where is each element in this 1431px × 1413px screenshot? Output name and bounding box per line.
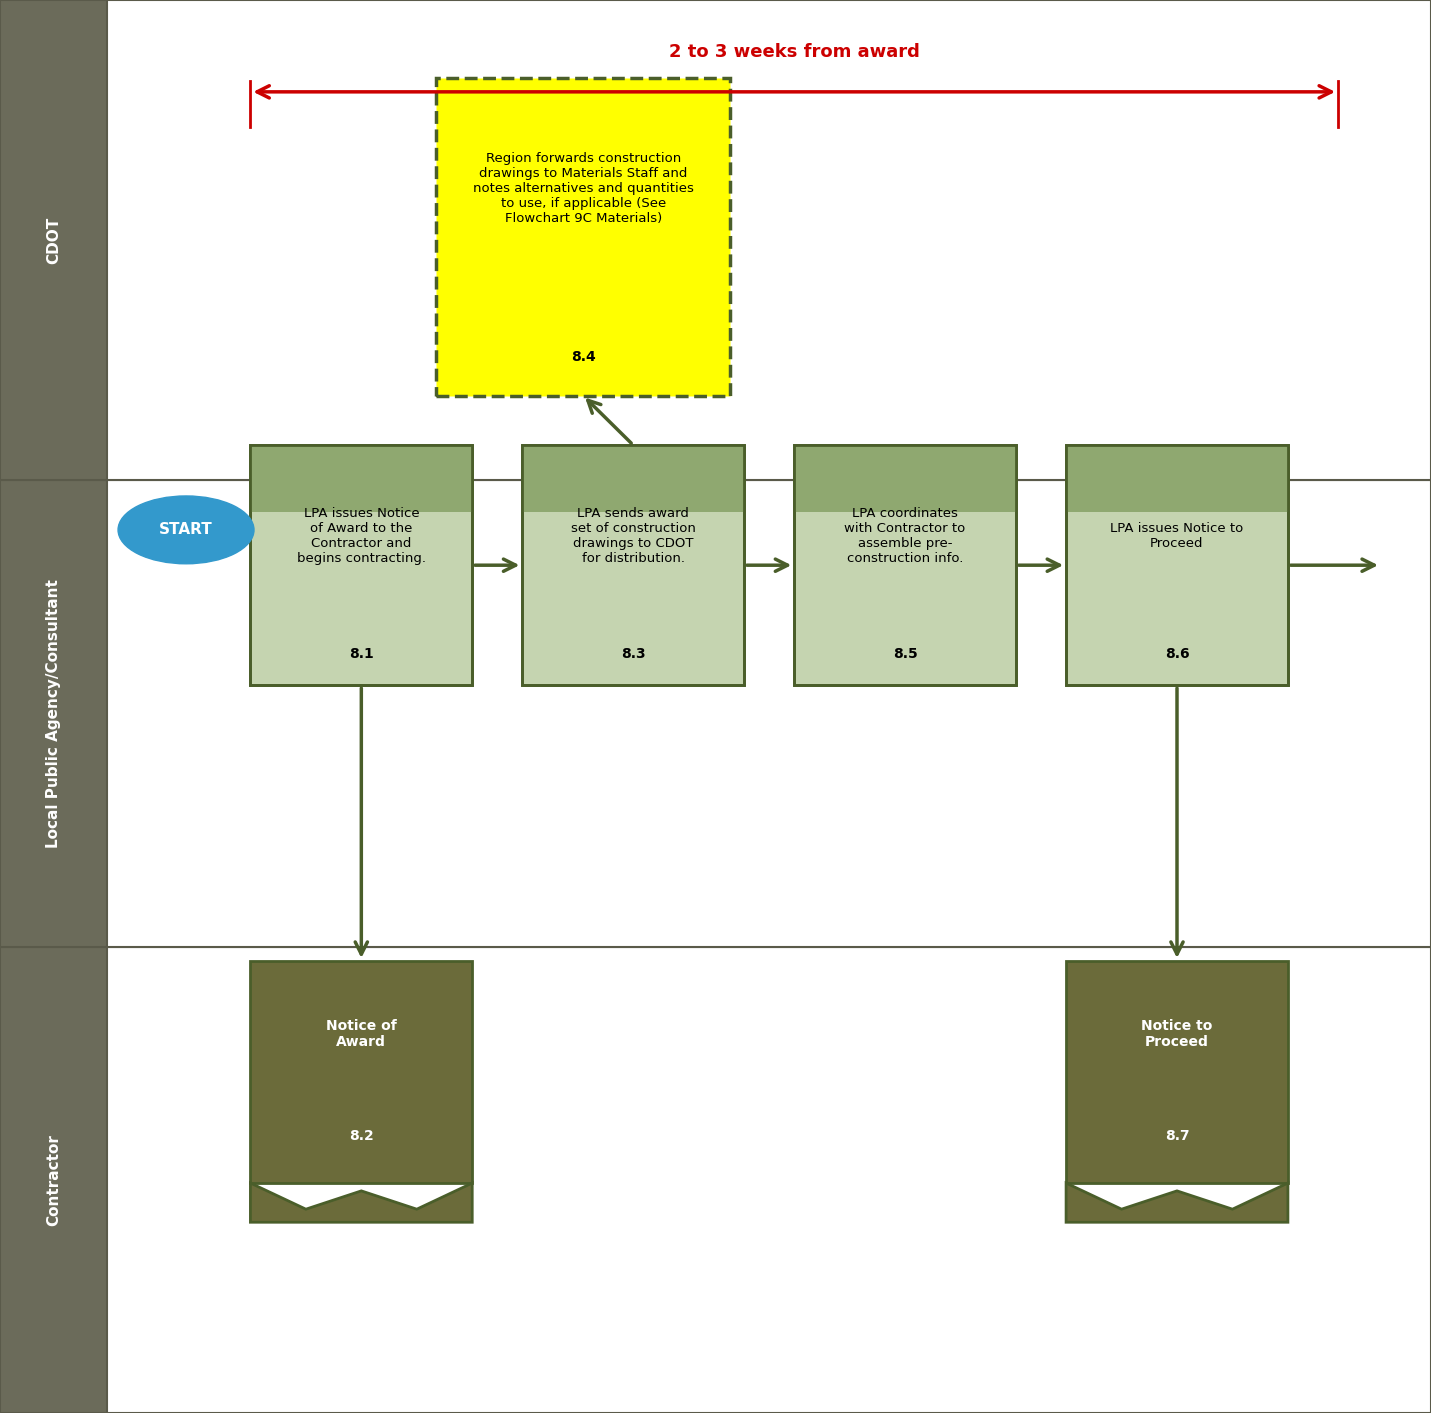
- Bar: [1066, 445, 1288, 685]
- Text: LPA coordinates
with Contractor to
assemble pre-
construction info.: LPA coordinates with Contractor to assem…: [844, 507, 966, 565]
- Text: 8.6: 8.6: [1165, 647, 1189, 661]
- Bar: [522, 445, 744, 513]
- Text: 8.3: 8.3: [621, 647, 645, 661]
- Ellipse shape: [117, 496, 255, 564]
- Bar: [794, 445, 1016, 685]
- Polygon shape: [250, 1183, 472, 1222]
- Text: Local Public Agency/Consultant: Local Public Agency/Consultant: [46, 579, 62, 848]
- Bar: [522, 445, 744, 685]
- Text: LPA issues Notice to
Proceed: LPA issues Notice to Proceed: [1110, 523, 1244, 551]
- Bar: [250, 445, 472, 685]
- Text: START: START: [159, 523, 213, 537]
- Bar: [1066, 445, 1288, 513]
- Text: Contractor: Contractor: [46, 1133, 62, 1226]
- Bar: [107, 947, 1431, 1413]
- Bar: [107, 0, 1431, 480]
- Text: 8.5: 8.5: [893, 647, 917, 661]
- Text: 8.7: 8.7: [1165, 1129, 1189, 1143]
- Bar: [250, 445, 472, 685]
- Bar: [794, 445, 1016, 685]
- Bar: [436, 78, 730, 396]
- Text: LPA issues Notice
of Award to the
Contractor and
begins contracting.: LPA issues Notice of Award to the Contra…: [296, 507, 426, 565]
- Text: Region forwards construction
drawings to Materials Staff and
notes alternatives : Region forwards construction drawings to…: [472, 153, 694, 226]
- Polygon shape: [1066, 1183, 1288, 1222]
- Bar: [250, 961, 472, 1183]
- Bar: [794, 445, 1016, 513]
- Text: Notice of
Award: Notice of Award: [326, 1019, 396, 1048]
- Text: 8.1: 8.1: [349, 647, 373, 661]
- Bar: [1066, 445, 1288, 685]
- Text: 2 to 3 weeks from award: 2 to 3 weeks from award: [668, 42, 920, 61]
- Bar: [0, 480, 1431, 947]
- Text: 8.2: 8.2: [349, 1129, 373, 1143]
- Text: Notice to
Proceed: Notice to Proceed: [1142, 1019, 1212, 1048]
- Bar: [0, 0, 1431, 480]
- Bar: [0, 947, 1431, 1413]
- Text: LPA sends award
set of construction
drawings to CDOT
for distribution.: LPA sends award set of construction draw…: [571, 507, 695, 565]
- Bar: [250, 445, 472, 513]
- Text: 8.4: 8.4: [571, 350, 595, 365]
- Bar: [522, 445, 744, 685]
- Bar: [1066, 961, 1288, 1183]
- Text: CDOT: CDOT: [46, 216, 62, 264]
- Bar: [107, 480, 1431, 947]
